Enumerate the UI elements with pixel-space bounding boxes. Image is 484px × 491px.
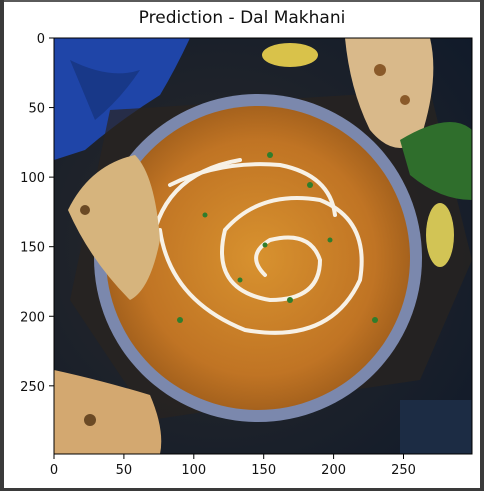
- y-tick-label: 100: [20, 171, 45, 186]
- naan-char-spot: [84, 414, 96, 426]
- naan-char-spot: [400, 95, 410, 105]
- herb-speck: [238, 278, 243, 283]
- herb-speck: [372, 317, 378, 323]
- herb-speck: [307, 182, 313, 188]
- x-tick-label: 150: [251, 463, 276, 478]
- lemon-slice: [426, 203, 454, 267]
- x-tick-label: 50: [116, 463, 133, 478]
- y-axis-ticks: 0 50 100 150 200 250: [20, 32, 54, 395]
- dark-cloth: [400, 400, 472, 454]
- naan-char-spot: [80, 205, 90, 215]
- food-photo: [54, 38, 472, 454]
- y-tick-label: 250: [20, 380, 45, 395]
- y-tick-label: 50: [28, 102, 45, 117]
- herb-speck: [287, 297, 293, 303]
- herb-speck: [263, 243, 268, 248]
- y-tick-label: 150: [20, 241, 45, 256]
- x-tick-label: 200: [321, 463, 346, 478]
- x-tick-label: 250: [391, 463, 416, 478]
- herb-speck: [328, 238, 333, 243]
- herb-speck: [267, 152, 273, 158]
- naan-char-spot: [374, 64, 386, 76]
- herb-speck: [203, 213, 208, 218]
- y-tick-label: 0: [37, 32, 45, 47]
- x-tick-label: 100: [181, 463, 206, 478]
- herb-speck: [177, 317, 183, 323]
- x-axis-ticks: 0 50 100 150 200 250: [50, 454, 416, 478]
- y-tick-label: 200: [20, 310, 45, 325]
- lemon-slice: [262, 43, 318, 67]
- x-tick-label: 0: [50, 463, 58, 478]
